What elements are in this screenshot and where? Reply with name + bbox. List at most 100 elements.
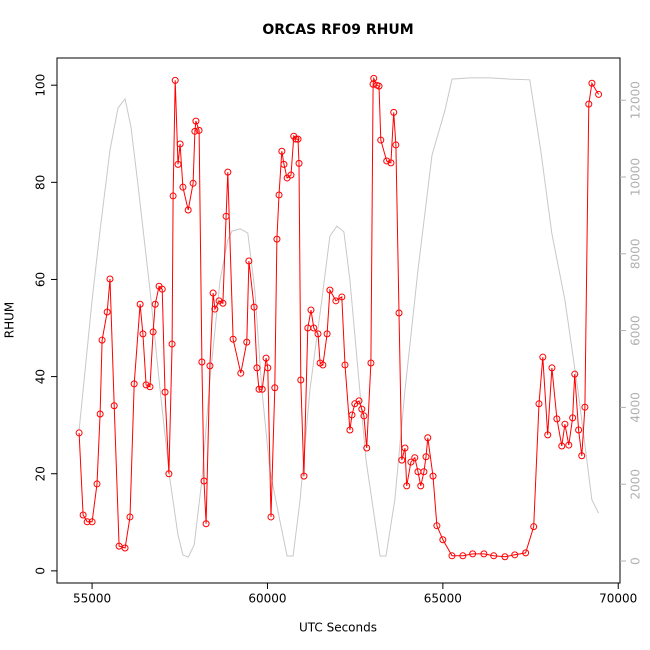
data-point	[165, 470, 173, 478]
data-point	[295, 159, 303, 167]
y2-tick-label: 6000	[629, 315, 643, 346]
data-point	[535, 400, 543, 408]
data-point	[390, 108, 398, 116]
data-point	[224, 168, 232, 176]
data-point	[558, 442, 566, 450]
data-point	[262, 354, 270, 362]
data-point	[323, 330, 331, 338]
data-point	[585, 100, 593, 108]
data-point	[192, 117, 200, 125]
data-point	[297, 376, 305, 384]
data-point	[433, 522, 441, 530]
data-point	[429, 472, 437, 480]
data-point	[121, 544, 129, 552]
data-point	[88, 518, 96, 526]
data-point	[142, 381, 150, 389]
data-point	[93, 480, 101, 488]
y2-tick-label: 12000	[629, 81, 643, 119]
data-point	[417, 482, 425, 490]
data-point	[355, 397, 363, 405]
data-point	[149, 328, 157, 336]
data-point	[398, 456, 406, 464]
y2-tick-label: 0	[629, 557, 643, 565]
data-point	[179, 183, 187, 191]
data-point	[407, 458, 415, 466]
data-point	[420, 468, 428, 476]
data-point	[278, 147, 286, 155]
data-point	[571, 370, 579, 378]
data-point	[565, 441, 573, 449]
data-point	[110, 402, 118, 410]
data-point	[103, 308, 111, 316]
data-point	[229, 335, 237, 343]
data-point	[401, 444, 409, 452]
data-point	[403, 482, 411, 490]
data-point	[548, 364, 556, 372]
data-point	[553, 415, 561, 423]
y2-tick-label: 8000	[629, 239, 643, 270]
y-axis-label: RHUM	[3, 302, 17, 339]
data-point	[169, 192, 177, 200]
data-point	[307, 306, 315, 314]
data-point	[395, 309, 403, 317]
data-point	[287, 171, 295, 179]
data-point	[106, 275, 114, 283]
data-point	[377, 136, 385, 144]
data-point	[326, 286, 334, 294]
data-point	[198, 358, 206, 366]
data-point	[275, 191, 283, 199]
series-line	[78, 76, 600, 558]
data-point	[561, 420, 569, 428]
data-point	[530, 523, 538, 531]
data-point	[469, 550, 477, 558]
data-point	[206, 362, 214, 370]
data-point	[174, 160, 182, 168]
data-point	[184, 206, 192, 214]
data-point	[448, 552, 456, 560]
data-point	[310, 324, 318, 332]
y-tick-label: 80	[34, 175, 48, 190]
data-point	[459, 552, 467, 560]
data-point	[245, 257, 253, 265]
data-point	[139, 330, 147, 338]
data-point	[348, 411, 356, 419]
data-point	[341, 361, 349, 369]
data-point	[422, 453, 430, 461]
data-point	[258, 385, 266, 393]
data-point	[522, 549, 530, 557]
data-point	[151, 300, 159, 308]
data-point	[439, 536, 447, 544]
data-point	[83, 518, 91, 526]
data-point	[424, 434, 432, 442]
data-point	[191, 127, 199, 135]
data-point	[136, 300, 144, 308]
y-tick-label: 40	[34, 369, 48, 384]
x-tick-label: 70000	[599, 592, 637, 606]
data-point	[219, 299, 227, 307]
x-tick-label: 55000	[73, 592, 111, 606]
data-point	[158, 285, 166, 293]
data-point	[253, 364, 261, 372]
data-point	[363, 444, 371, 452]
data-point	[294, 135, 302, 143]
data-point	[319, 361, 327, 369]
data-point	[314, 330, 322, 338]
data-point	[146, 383, 154, 391]
y2-tick-label: 4000	[629, 392, 643, 423]
data-point	[578, 452, 586, 460]
data-point	[332, 297, 340, 305]
data-point	[346, 426, 354, 434]
y-tick-label: 60	[34, 272, 48, 287]
data-point	[370, 74, 378, 82]
data-point	[292, 135, 300, 143]
data-point	[569, 414, 577, 422]
data-point	[79, 511, 87, 519]
data-point	[539, 353, 547, 361]
data-point	[222, 212, 230, 220]
data-point	[280, 160, 288, 168]
data-point	[581, 403, 589, 411]
data-point	[358, 405, 366, 413]
y-tick-label: 20	[34, 466, 48, 481]
data-point	[511, 551, 519, 559]
